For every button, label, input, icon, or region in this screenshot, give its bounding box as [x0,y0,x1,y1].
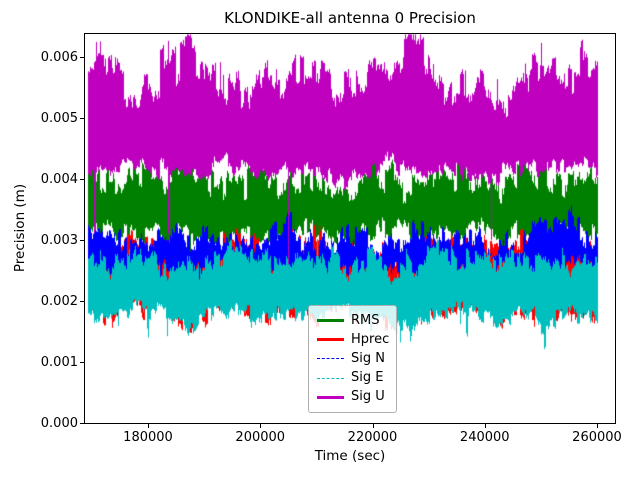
legend-line-sample-dashed [317,377,344,379]
x-tick-mark [148,424,149,428]
legend-line-sample-dashed [317,358,344,360]
legend-label: Sig U [351,389,385,405]
y-tick-label: 0.002 [40,293,78,309]
legend-label: Hprec [351,331,390,347]
y-tick-mark [80,300,84,302]
y-tick-label: 0.006 [40,49,78,65]
legend-entry: Sig E [317,371,388,386]
y-tick-label: 0.003 [40,232,78,248]
legend-line-sample-solid [317,395,344,399]
y-tick-mark [80,361,84,363]
legend-line-sample-solid [317,338,344,342]
legend: RMS Hprec Sig N Sig E Sig U [308,305,397,413]
y-tick-mark [80,56,84,58]
y-tick-mark [80,117,84,119]
x-tick-label: 220000 [347,430,398,445]
x-tick-mark [372,424,374,428]
x-tick-label: 180000 [123,430,173,445]
x-tick-mark [597,424,598,428]
legend-entry: Hprec [317,331,390,347]
legend-entry: Sig N [317,351,388,366]
legend-line-sample-solid [317,319,344,323]
x-tick-label: 240000 [459,430,510,445]
y-axis-label: Precision (m) [12,183,28,273]
y-tick-mark [80,423,84,424]
x-tick-label: 200000 [235,430,286,445]
y-tick-label: 0.004 [40,171,78,187]
y-tick-label: 0.001 [40,354,78,370]
legend-entry: RMS [317,313,388,328]
chart-title: KLONDIKE-all antenna 0 Precision [224,9,476,27]
y-tick-mark [80,239,84,241]
legend-entry: Sig U [317,390,388,405]
y-tick-label: 0.005 [40,110,78,126]
y-tick-mark [80,178,84,180]
legend-label: Sig E [351,370,384,386]
legend-label: RMS [351,312,380,328]
x-tick-mark [484,424,486,428]
x-tick-label: 260000 [572,430,622,445]
x-tick-mark [260,424,262,428]
x-axis-label: Time (sec) [314,448,386,464]
y-tick-label: 0.000 [40,416,78,431]
legend-label: Sig N [351,350,385,366]
